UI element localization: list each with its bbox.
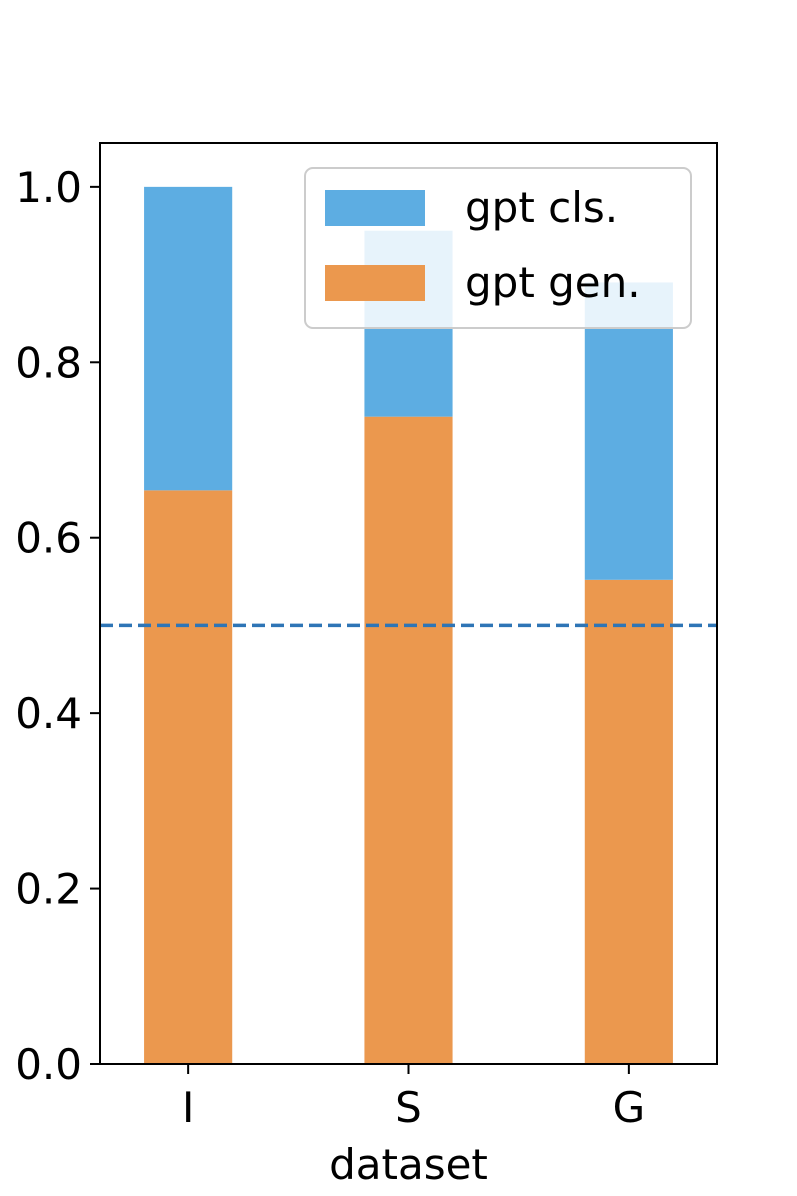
bar-I-gpt-cls	[144, 186, 233, 491]
x-tick-label-I: I	[182, 1083, 194, 1132]
y-axis: 0.0 0.2 0.4 0.6 0.8 1.0	[15, 163, 100, 1089]
legend: gpt cls. gpt gen.	[304, 167, 692, 329]
x-tick-label-S: S	[395, 1083, 422, 1132]
legend-label-gpt-gen: gpt gen.	[465, 258, 641, 307]
bar-S-gpt-gen	[364, 416, 453, 1064]
bar-G-gpt-gen	[584, 579, 673, 1064]
y-tick-label: 0.4	[15, 689, 82, 738]
bar-I-gpt-gen	[144, 490, 233, 1064]
legend-swatch-gpt-gen	[325, 265, 425, 301]
y-tick-label: 0.2	[15, 865, 82, 914]
y-tick-label: 0.0	[15, 1040, 82, 1089]
y-tick-label: 1.0	[15, 163, 82, 212]
y-tick-label: 0.8	[15, 338, 82, 387]
legend-swatch-gpt-cls	[325, 190, 425, 226]
legend-label-gpt-cls: gpt cls.	[465, 183, 618, 232]
x-tick-label-G: G	[613, 1083, 646, 1132]
y-tick-label: 0.6	[15, 514, 82, 563]
bar-G-gpt-cls	[584, 282, 673, 580]
x-axis-title: dataset	[329, 1140, 488, 1189]
